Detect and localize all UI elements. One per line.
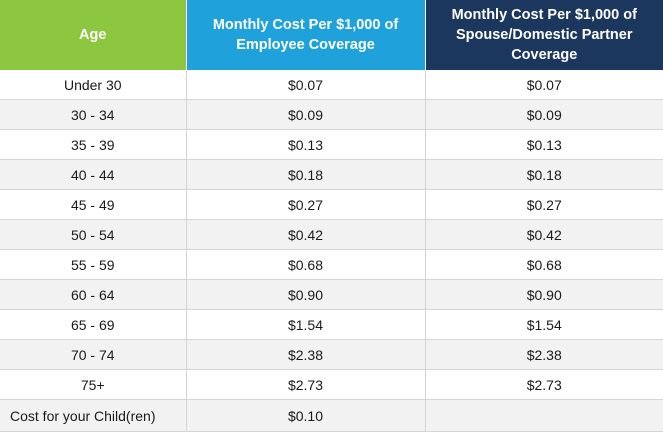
table-row: 35 - 39 $0.13 $0.13	[0, 129, 663, 160]
table-row: 30 - 34 $0.09 $0.09	[0, 99, 663, 130]
cell-employee-cost: $2.38	[186, 339, 426, 370]
cell-employee-cost: $0.09	[186, 99, 426, 130]
cell-spouse-cost: $0.07	[425, 70, 663, 100]
cell-spouse-cost: $0.68	[425, 249, 663, 280]
cell-spouse-cost: $0.42	[425, 219, 663, 250]
cell-age: 60 - 64	[0, 279, 187, 310]
table-body: Under 30 $0.07 $0.07 30 - 34 $0.09 $0.09…	[0, 70, 663, 432]
table-row: 50 - 54 $0.42 $0.42	[0, 219, 663, 250]
cell-employee-cost: $2.73	[186, 369, 426, 400]
table-row: 40 - 44 $0.18 $0.18	[0, 159, 663, 190]
header-row: Age Monthly Cost Per $1,000 of Employee …	[0, 0, 663, 70]
cell-spouse-cost: $0.90	[425, 279, 663, 310]
header-spouse-cost: Monthly Cost Per $1,000 of Spouse/Domest…	[425, 0, 663, 70]
cell-employee-cost: $0.68	[186, 249, 426, 280]
cell-age: 40 - 44	[0, 159, 187, 190]
cell-age: 50 - 54	[0, 219, 187, 250]
cell-spouse-cost: $0.09	[425, 99, 663, 130]
cell-age: 65 - 69	[0, 309, 187, 340]
table-row: 70 - 74 $2.38 $2.38	[0, 339, 663, 370]
cell-employee-cost: $0.18	[186, 159, 426, 190]
table-row: 65 - 69 $1.54 $1.54	[0, 309, 663, 340]
cell-employee-cost: $0.13	[186, 129, 426, 160]
cell-employee-cost: $0.42	[186, 219, 426, 250]
child-cost-row: Cost for your Child(ren) $0.10	[0, 399, 663, 432]
cell-spouse-cost: $1.54	[425, 309, 663, 340]
cell-age: 35 - 39	[0, 129, 187, 160]
cell-employee-cost: $0.27	[186, 189, 426, 220]
table-header: Age Monthly Cost Per $1,000 of Employee …	[0, 0, 663, 70]
cell-spouse-cost: $2.73	[425, 369, 663, 400]
cell-age: Under 30	[0, 70, 187, 100]
cell-spouse-cost: $0.18	[425, 159, 663, 190]
table-row: 75+ $2.73 $2.73	[0, 369, 663, 400]
cell-employee-cost: $1.54	[186, 309, 426, 340]
child-spouse-cost	[425, 399, 663, 432]
cell-age: 75+	[0, 369, 187, 400]
cell-spouse-cost: $0.27	[425, 189, 663, 220]
cell-spouse-cost: $0.13	[425, 129, 663, 160]
header-age: Age	[0, 0, 187, 70]
child-employee-cost: $0.10	[186, 399, 426, 432]
cell-age: 45 - 49	[0, 189, 187, 220]
child-cost-label: Cost for your Child(ren)	[0, 399, 187, 432]
cell-employee-cost: $0.07	[186, 70, 426, 100]
cell-employee-cost: $0.90	[186, 279, 426, 310]
cell-age: 30 - 34	[0, 99, 187, 130]
cell-spouse-cost: $2.38	[425, 339, 663, 370]
table-row: 55 - 59 $0.68 $0.68	[0, 249, 663, 280]
table-row: Under 30 $0.07 $0.07	[0, 70, 663, 100]
cell-age: 55 - 59	[0, 249, 187, 280]
cell-age: 70 - 74	[0, 339, 187, 370]
table-row: 60 - 64 $0.90 $0.90	[0, 279, 663, 310]
header-employee-cost: Monthly Cost Per $1,000 of Employee Cove…	[186, 0, 426, 70]
table-row: 45 - 49 $0.27 $0.27	[0, 189, 663, 220]
